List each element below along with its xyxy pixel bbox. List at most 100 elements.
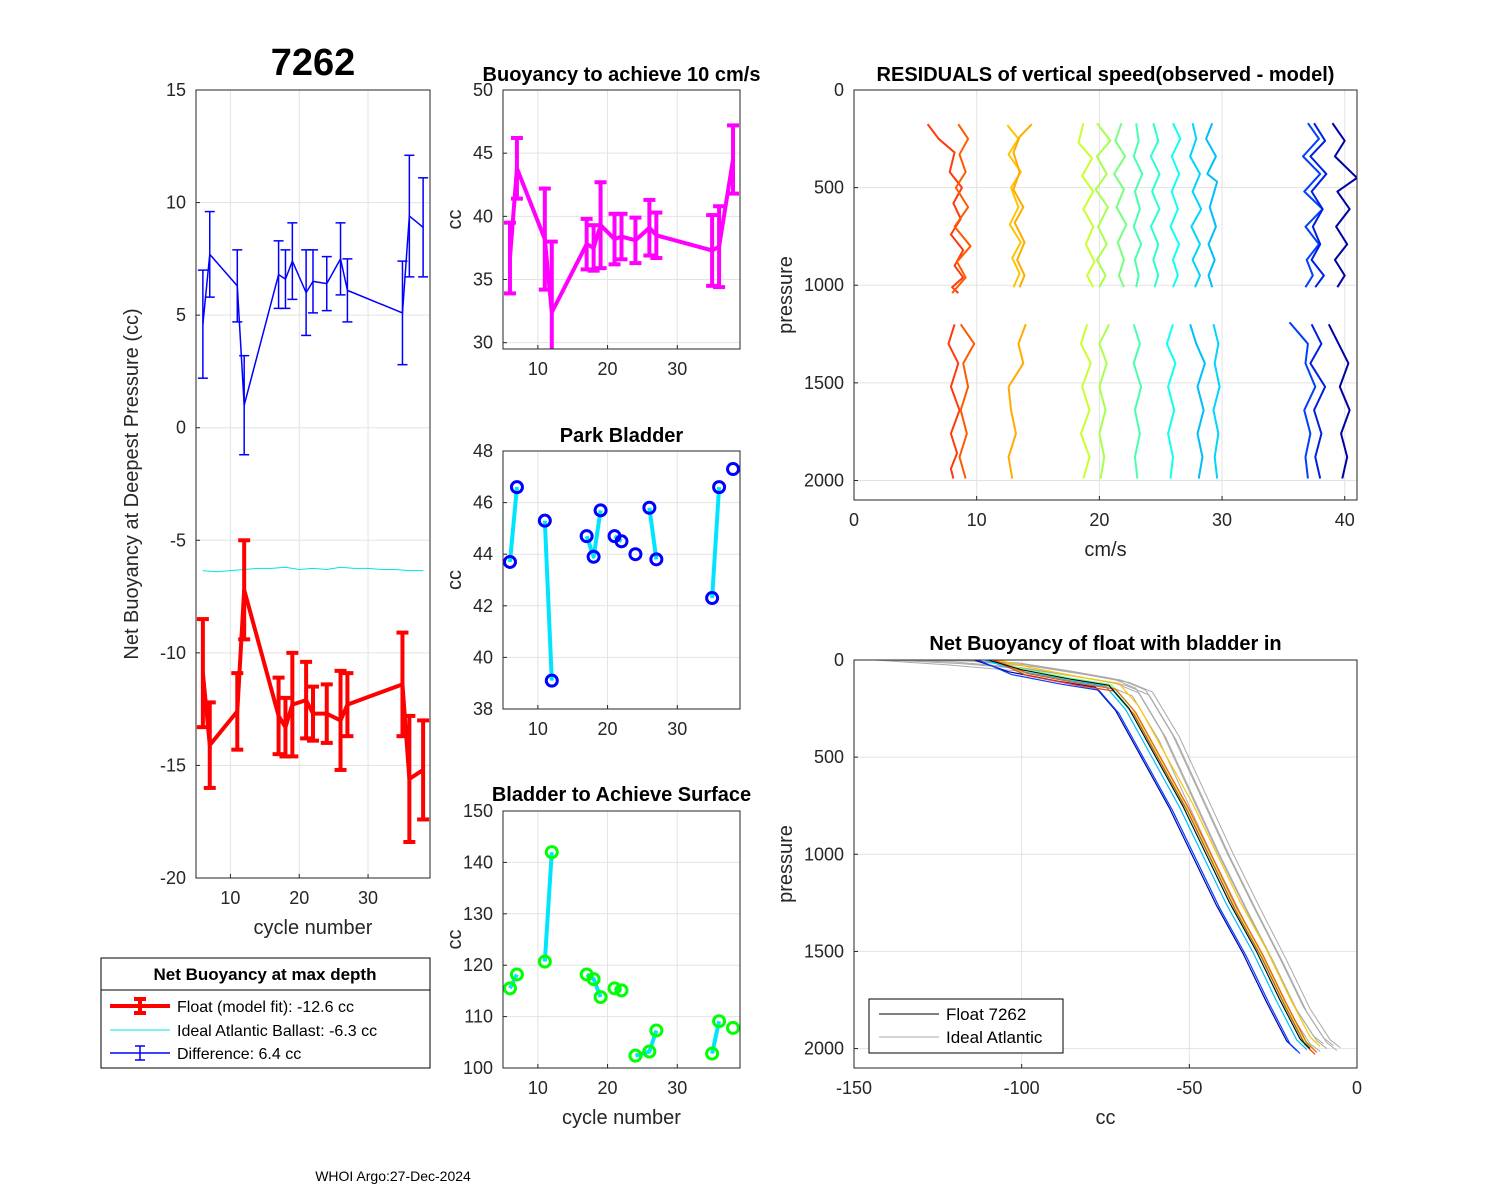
- x-tick-label: -150: [836, 1078, 872, 1098]
- surface-bladder-marker: [614, 983, 629, 998]
- park-bladder-marker: [579, 529, 594, 544]
- figure-title: 7262: [271, 42, 356, 84]
- y-tick-label: 0: [834, 80, 844, 100]
- x-tick-label: 30: [667, 1078, 687, 1098]
- y-tick-label: -20: [160, 868, 186, 888]
- legend-difference-label: Difference: 6.4 cc: [177, 1046, 301, 1063]
- residual-line: [1189, 323, 1206, 479]
- float-profile-line: [984, 660, 1308, 1050]
- surface-bladder-marker: [705, 1046, 720, 1061]
- x-tick-label: 10: [967, 510, 987, 530]
- surface-bladder-marker: [537, 954, 552, 969]
- float-profile-line: [991, 660, 1314, 1050]
- y-tick-label: 50: [473, 80, 493, 100]
- surface-bladder-line: [508, 973, 519, 990]
- park-bladder-marker: [614, 534, 629, 549]
- y-axis-label: pressure: [775, 825, 797, 903]
- residual-line: [958, 323, 976, 479]
- axes-background: [503, 451, 740, 709]
- park-bladder-marker: [509, 480, 524, 495]
- y-tick-label: 5: [176, 305, 186, 325]
- x-axis-label: cycle number: [254, 917, 373, 939]
- profile-legend: Float 7262 Ideal Atlantic: [868, 998, 1064, 1054]
- surface-bladder-marker: [649, 1023, 664, 1038]
- panel-title: RESIDUALS of vertical speed(observed - m…: [877, 64, 1335, 86]
- park-bladder-marker: [628, 547, 643, 562]
- panel-title: Buoyancy to achieve 10 cm/s: [483, 64, 761, 86]
- y-axis-label: pressure: [775, 256, 797, 334]
- surface-bladder-marker: [503, 981, 517, 996]
- net-buoyancy-legend: Net Buoyancy at max depth Float (model f…: [100, 957, 431, 1069]
- ideal-profile-line: [890, 660, 1338, 1051]
- x-tick-label: 40: [1335, 510, 1355, 530]
- surface-bladder-marker: [607, 981, 622, 996]
- residual-line: [1132, 323, 1143, 479]
- park-bladder-marker: [726, 462, 740, 477]
- surface-bladder-line: [542, 851, 554, 962]
- y-axis-label: cc: [444, 570, 466, 590]
- y-tick-label: -15: [160, 755, 186, 775]
- x-tick-label: 30: [667, 719, 687, 739]
- residual-line: [1077, 122, 1096, 288]
- plot-area: [196, 154, 430, 844]
- y-tick-label: 42: [473, 596, 493, 616]
- panel-title: Park Bladder: [560, 425, 684, 447]
- y-tick-label: -10: [160, 643, 186, 663]
- x-tick-label: -50: [1176, 1078, 1202, 1098]
- y-tick-label: 500: [814, 747, 844, 767]
- y-tick-label: 0: [176, 418, 186, 438]
- residual-line: [1331, 122, 1357, 288]
- residual-line: [1012, 123, 1033, 288]
- x-tick-label: 0: [1352, 1078, 1362, 1098]
- surface-bladder-marker: [628, 1048, 643, 1063]
- park-bladder-line: [584, 510, 603, 559]
- axes-frame: [195, 89, 431, 879]
- x-tick-label: 30: [358, 888, 378, 908]
- park-bladder-line: [507, 486, 519, 563]
- panel-title: Bladder to Achieve Surface: [492, 784, 751, 806]
- ideal-ballast-line: [202, 566, 424, 573]
- y-tick-label: 38: [473, 699, 493, 719]
- y-tick-label: 10: [166, 193, 186, 213]
- residual-line: [1212, 324, 1221, 479]
- plot-area: [503, 462, 740, 688]
- y-tick-label: 130: [463, 904, 493, 924]
- y-axis-label: cc: [444, 930, 466, 950]
- surface-bladder-marker: [726, 1020, 740, 1035]
- x-tick-label: 20: [1089, 510, 1109, 530]
- x-axis-label: cc: [1096, 1107, 1116, 1129]
- ideal-profile-line: [894, 660, 1341, 1048]
- y-tick-label: 30: [473, 333, 493, 353]
- residual-line: [1205, 122, 1219, 288]
- plot-area: [926, 122, 1357, 479]
- y-tick-label: 150: [463, 801, 493, 821]
- residual-line: [1007, 323, 1027, 479]
- float-profile-line: [977, 660, 1301, 1054]
- surface-bladder-marker: [586, 972, 601, 987]
- park-bladder-line: [542, 520, 554, 681]
- y-tick-label: 2000: [804, 470, 844, 490]
- axes-frame: [502, 450, 741, 710]
- x-tick-label: -100: [1004, 1078, 1040, 1098]
- y-tick-label: 46: [473, 493, 493, 513]
- net-buoyancy-profile-panel: -150 -100 -50 0 0 500 1000 1500 2000 Net Buoyancy…: [775, 633, 1362, 1129]
- y-axis-label: cc: [444, 210, 466, 230]
- park-bladder-marker: [642, 500, 657, 515]
- legend-box: [100, 957, 431, 1069]
- residual-line: [1006, 124, 1022, 288]
- park-bladder-line: [647, 507, 659, 560]
- y-tick-label: 45: [473, 143, 493, 163]
- y-tick-label: 1000: [804, 275, 844, 295]
- y-tick-label: 500: [814, 178, 844, 198]
- residual-line: [1327, 323, 1351, 479]
- legend-ideal-label: Ideal Atlantic Ballast: -6.3 cc: [177, 1023, 377, 1040]
- axes-frame: [502, 89, 741, 350]
- park-bladder-marker: [586, 549, 601, 564]
- y-tick-label: 48: [473, 441, 493, 461]
- y-tick-label: 1500: [804, 941, 844, 961]
- panel-title: Net Buoyancy of float with bladder in: [929, 633, 1281, 655]
- residual-line: [1309, 122, 1328, 288]
